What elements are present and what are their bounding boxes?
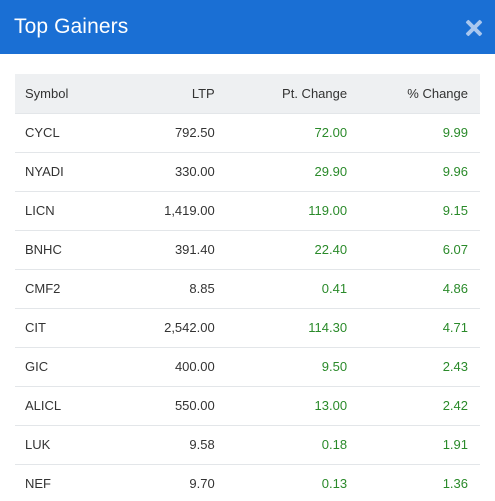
column-header-symbol[interactable]: Symbol (15, 74, 121, 114)
column-header-pt-change[interactable]: Pt. Change (226, 74, 360, 114)
table-row[interactable]: NYADI 330.00 29.90 9.96 (15, 152, 480, 192)
table-row[interactable]: GIC 400.00 9.50 2.43 (15, 347, 480, 387)
cell-pt-change: 29.90 (226, 152, 360, 192)
table-row[interactable]: CMF2 8.85 0.41 4.86 (15, 269, 480, 309)
table-header-row: Symbol LTP Pt. Change % Change (15, 74, 480, 114)
cell-symbol[interactable]: CIT (15, 308, 121, 348)
cell-ltp: 1,419.00 (120, 191, 227, 231)
cell-ltp: 2,542.00 (120, 308, 227, 348)
table-row[interactable]: NEF 9.70 0.13 1.36 (15, 464, 480, 501)
column-header-pct-change[interactable]: % Change (359, 74, 480, 114)
cell-pct-change: 9.99 (359, 113, 480, 153)
gainers-table: Symbol LTP Pt. Change % Change CYCL 792.… (15, 74, 480, 501)
gainers-table-wrapper: Symbol LTP Pt. Change % Change CYCL 792.… (15, 74, 480, 501)
cell-pt-change: 9.50 (226, 347, 360, 387)
cell-pct-change: 4.71 (359, 308, 480, 348)
cell-symbol[interactable]: ALICL (15, 386, 121, 426)
table-row[interactable]: LICN 1,419.00 119.00 9.15 (15, 191, 480, 231)
cell-pct-change: 2.43 (359, 347, 480, 387)
cell-pt-change: 72.00 (226, 113, 360, 153)
cell-pct-change: 9.15 (359, 191, 480, 231)
cell-symbol[interactable]: GIC (15, 347, 121, 387)
column-header-ltp[interactable]: LTP (120, 74, 227, 114)
cell-pct-change: 2.42 (359, 386, 480, 426)
cell-ltp: 391.40 (120, 230, 227, 270)
modal-title: Top Gainers (14, 15, 129, 38)
cell-pt-change: 0.41 (226, 269, 360, 309)
close-icon[interactable] (465, 19, 483, 37)
table-row[interactable]: LUK 9.58 0.18 1.91 (15, 425, 480, 465)
table-row[interactable]: ALICL 550.00 13.00 2.42 (15, 386, 480, 426)
cell-pct-change: 6.07 (359, 230, 480, 270)
cell-symbol[interactable]: NYADI (15, 152, 121, 192)
cell-symbol[interactable]: CYCL (15, 113, 121, 153)
cell-pct-change: 1.91 (359, 425, 480, 465)
cell-symbol[interactable]: LUK (15, 425, 121, 465)
cell-symbol[interactable]: LICN (15, 191, 121, 231)
cell-pt-change: 22.40 (226, 230, 360, 270)
cell-pt-change: 0.13 (226, 464, 360, 501)
cell-pct-change: 9.96 (359, 152, 480, 192)
table-row[interactable]: CYCL 792.50 72.00 9.99 (15, 113, 480, 153)
cell-pt-change: 114.30 (226, 308, 360, 348)
cell-pct-change: 1.36 (359, 464, 480, 501)
cell-ltp: 330.00 (120, 152, 227, 192)
cell-ltp: 9.58 (120, 425, 227, 465)
cell-symbol[interactable]: BNHC (15, 230, 121, 270)
cell-symbol[interactable]: NEF (15, 464, 121, 501)
cell-ltp: 792.50 (120, 113, 227, 153)
cell-pt-change: 0.18 (226, 425, 360, 465)
cell-pt-change: 119.00 (226, 191, 360, 231)
cell-ltp: 550.00 (120, 386, 227, 426)
modal-header: Top Gainers (0, 0, 495, 54)
cell-pt-change: 13.00 (226, 386, 360, 426)
table-row[interactable]: BNHC 391.40 22.40 6.07 (15, 230, 480, 270)
cell-ltp: 9.70 (120, 464, 227, 501)
cell-ltp: 400.00 (120, 347, 227, 387)
cell-pct-change: 4.86 (359, 269, 480, 309)
cell-ltp: 8.85 (120, 269, 227, 309)
table-row[interactable]: CIT 2,542.00 114.30 4.71 (15, 308, 480, 348)
cell-symbol[interactable]: CMF2 (15, 269, 121, 309)
